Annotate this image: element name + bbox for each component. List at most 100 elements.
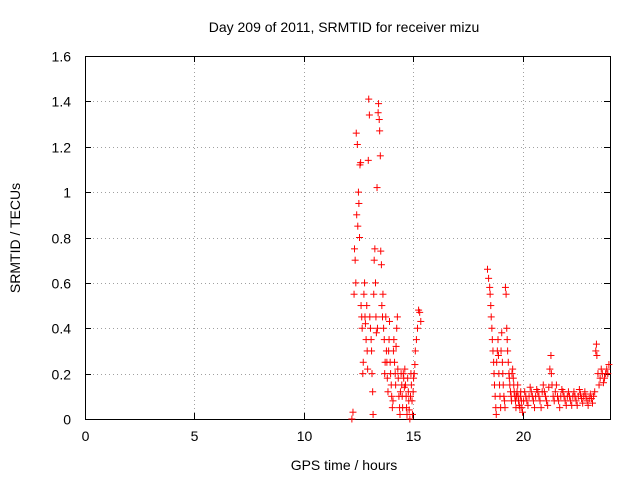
data-point [365, 95, 373, 103]
data-point [579, 399, 587, 407]
data-point [382, 313, 390, 321]
data-point [572, 397, 580, 405]
data-point [537, 404, 545, 412]
data-point [504, 358, 512, 366]
data-point [589, 399, 596, 407]
data-point [546, 365, 554, 373]
data-point [372, 279, 379, 287]
data-point [536, 397, 544, 405]
data-point [352, 279, 360, 287]
data-point [547, 351, 555, 359]
plot-frame [85, 56, 611, 420]
data-point [501, 283, 509, 291]
data-point [409, 388, 417, 396]
data-point [592, 340, 600, 348]
data-point [523, 397, 531, 405]
data-point [603, 365, 611, 373]
y-tick-label: 1 [63, 185, 71, 201]
data-point [391, 358, 399, 366]
data-point [547, 370, 555, 378]
data-point [514, 381, 522, 389]
data-point [498, 329, 506, 337]
data-point [372, 313, 380, 321]
data-point [405, 406, 413, 414]
data-point [498, 358, 506, 366]
data-point [570, 388, 578, 396]
data-point [380, 324, 388, 332]
x-tick-label: 10 [297, 428, 313, 444]
data-point [373, 324, 381, 332]
data-point [363, 302, 371, 310]
data-point [501, 397, 509, 405]
data-point [361, 320, 369, 328]
data-point [375, 116, 383, 124]
data-point [593, 351, 601, 359]
y-tick-label: 0.6 [52, 276, 72, 292]
y-tick-label: 1.6 [52, 49, 72, 65]
data-point [411, 347, 419, 355]
data-point [353, 211, 361, 219]
data-point [605, 361, 613, 369]
data-point [355, 199, 363, 207]
data-point [364, 156, 372, 164]
data-point [584, 401, 592, 409]
data-point [390, 336, 398, 344]
data-point [370, 290, 378, 298]
y-tick-label: 0 [63, 412, 71, 428]
data-point [487, 313, 495, 321]
data-point [484, 265, 491, 273]
data-point [367, 336, 375, 344]
data-point [377, 261, 385, 269]
data-point [591, 388, 599, 396]
data-point [497, 347, 505, 355]
data-point [391, 370, 399, 378]
data-point [410, 374, 418, 382]
data-point [357, 159, 365, 167]
data-point [375, 100, 383, 108]
data-point [392, 342, 400, 350]
data-point [487, 302, 495, 310]
data-point [488, 324, 496, 332]
data-point [529, 397, 537, 405]
data-point [410, 370, 418, 378]
data-point [524, 401, 532, 409]
data-point [414, 324, 421, 332]
data-point [407, 381, 415, 389]
data-point [417, 317, 425, 325]
x-tick-label: 20 [516, 428, 532, 444]
data-point [408, 397, 416, 405]
data-point [604, 370, 612, 378]
data-point [494, 351, 502, 359]
data-point [401, 365, 409, 373]
data-point [595, 381, 603, 389]
data-point [360, 290, 368, 298]
data-point [486, 283, 494, 291]
data-point [374, 109, 382, 117]
data-point [350, 290, 358, 298]
data-point [356, 234, 364, 241]
data-point [592, 347, 600, 355]
data-point [504, 347, 512, 355]
data-point [544, 401, 552, 409]
data-point [551, 388, 559, 396]
data-point [384, 388, 392, 396]
data-point [500, 392, 508, 400]
data-point [366, 324, 374, 332]
data-point [393, 324, 401, 332]
y-tick-label: 0.4 [52, 321, 72, 337]
data-point [381, 370, 389, 378]
data-point [556, 404, 564, 412]
data-point [369, 410, 377, 418]
data-point [521, 388, 529, 396]
data-point [394, 365, 402, 373]
data-point [396, 410, 404, 418]
data-point [601, 374, 609, 382]
data-point [499, 370, 507, 378]
data-point [386, 317, 393, 325]
x-tick-label: 5 [191, 428, 199, 444]
data-point [411, 361, 419, 369]
data-point [503, 336, 511, 344]
data-point [503, 324, 511, 332]
y-axis-label: SRMTID / TECUs [7, 183, 23, 293]
